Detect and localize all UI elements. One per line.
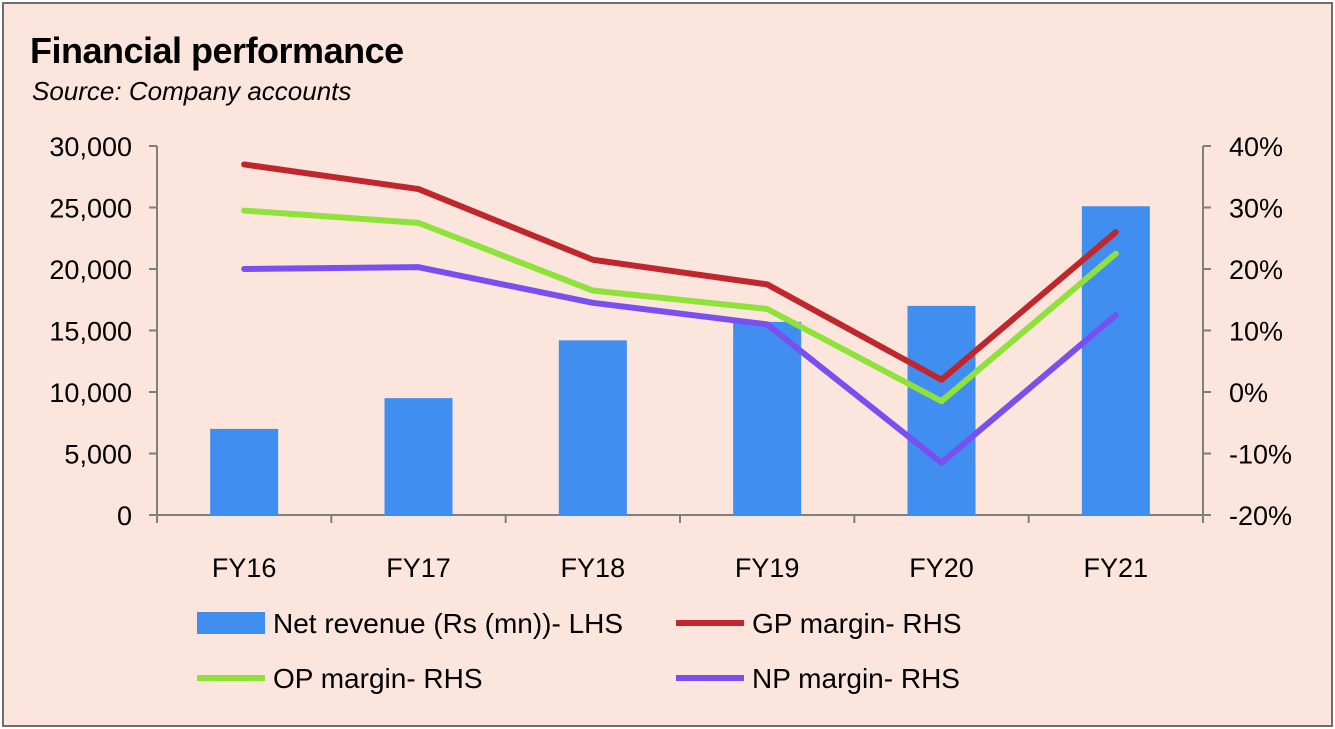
x-tick-label: FY19 bbox=[735, 553, 800, 583]
gp-margin-line bbox=[241, 161, 1119, 383]
line-series bbox=[241, 161, 1119, 466]
bar-fy17 bbox=[384, 398, 453, 515]
x-tick-label: FY21 bbox=[1084, 553, 1149, 583]
bar-fy18 bbox=[558, 340, 627, 515]
np-margin-line bbox=[241, 264, 1119, 466]
legend-op-label: OP margin- RHS bbox=[273, 663, 483, 694]
bar-fy20 bbox=[907, 305, 976, 515]
right-tick-label: 30% bbox=[1229, 194, 1283, 224]
axis-labels: 0 5,000 10,000 15,000 20,000 25,000 30,000 -20%… bbox=[49, 132, 1292, 583]
legend: Net revenue (Rs (mn))- LHS GP margin- RHS… bbox=[197, 608, 962, 694]
bar-fy19 bbox=[733, 321, 802, 515]
x-tick-label: FY20 bbox=[909, 553, 974, 583]
right-tick-label: 20% bbox=[1229, 255, 1283, 285]
axes bbox=[149, 145, 1211, 523]
left-tick-label: 20,000 bbox=[49, 255, 132, 285]
right-tick-label: 0% bbox=[1229, 378, 1268, 408]
right-tick-label: 40% bbox=[1229, 132, 1283, 162]
left-tick-label: 30,000 bbox=[49, 132, 132, 162]
bar-series bbox=[210, 206, 1150, 515]
chart-subtitle: Source: Company accounts bbox=[32, 76, 352, 106]
bar-fy21 bbox=[1081, 206, 1150, 515]
left-tick-label: 0 bbox=[117, 501, 132, 531]
op-margin-line bbox=[241, 207, 1119, 405]
legend-np-label: NP margin- RHS bbox=[752, 663, 960, 694]
x-tick-label: FY18 bbox=[561, 553, 626, 583]
x-tick-label: FY17 bbox=[386, 553, 451, 583]
right-tick-label: 10% bbox=[1229, 317, 1283, 347]
x-tick-label: FY16 bbox=[212, 553, 277, 583]
left-tick-label: 15,000 bbox=[49, 317, 132, 347]
left-tick-label: 10,000 bbox=[49, 378, 132, 408]
right-tick-label: -10% bbox=[1229, 440, 1292, 470]
right-tick-label: -20% bbox=[1229, 501, 1292, 531]
left-tick-label: 25,000 bbox=[49, 194, 132, 224]
chart-title: Financial performance bbox=[30, 30, 404, 71]
legend-bar-swatch bbox=[197, 612, 265, 634]
left-tick-label: 5,000 bbox=[64, 440, 132, 470]
bar-fy16 bbox=[210, 428, 279, 515]
legend-gp-label: GP margin- RHS bbox=[752, 608, 962, 639]
legend-net-label: Net revenue (Rs (mn))- LHS bbox=[273, 608, 623, 639]
